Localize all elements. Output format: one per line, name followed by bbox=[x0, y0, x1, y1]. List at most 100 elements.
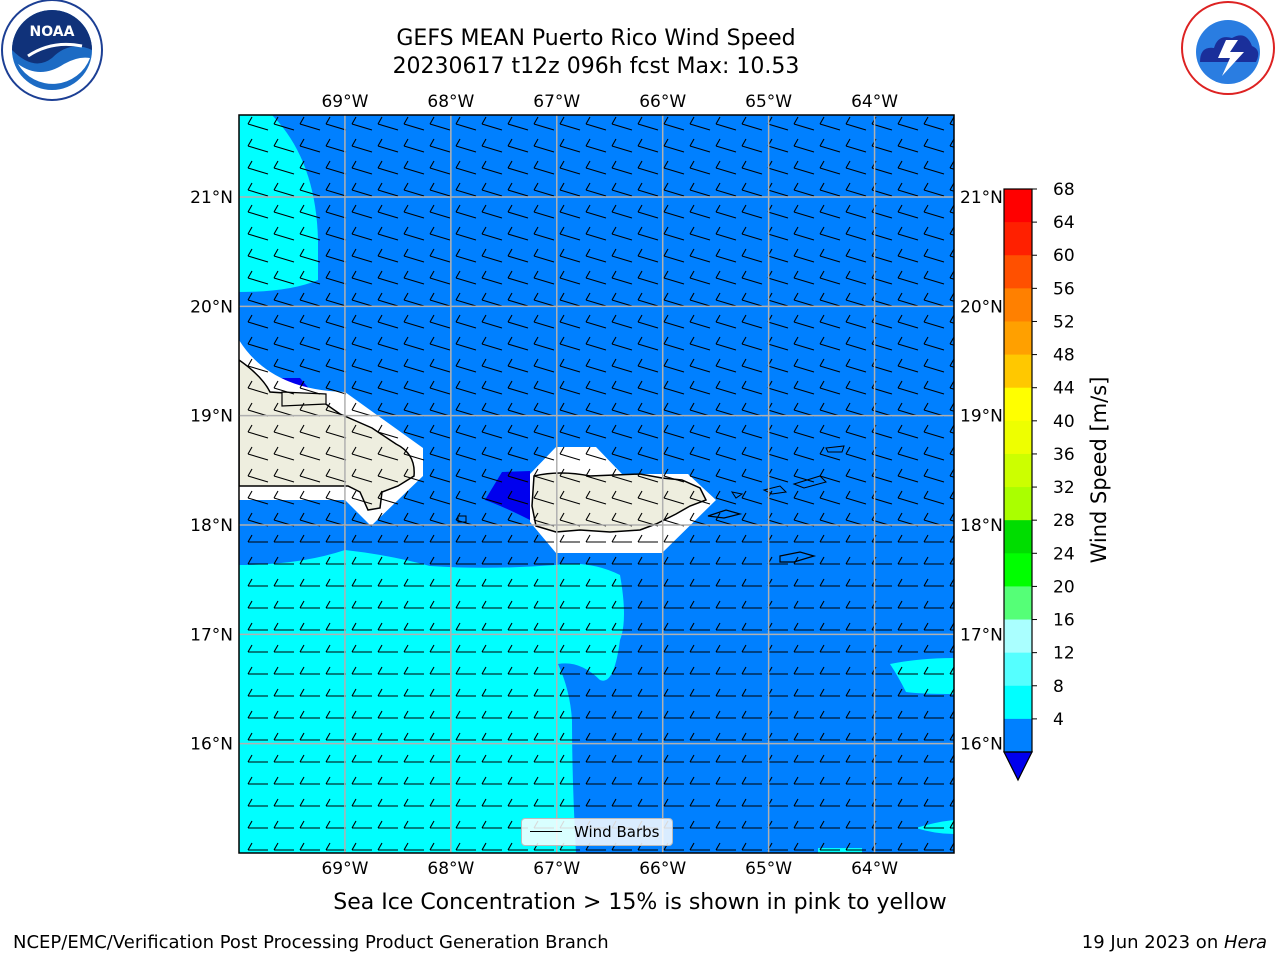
wind-barb bbox=[455, 732, 476, 741]
lat-label-right: 17°N bbox=[960, 625, 1003, 645]
wind-barb bbox=[351, 116, 373, 131]
wind-barb bbox=[247, 292, 269, 307]
wind-barb bbox=[455, 446, 477, 461]
colorbar-tick-label: 56 bbox=[1053, 279, 1075, 299]
wind-barb bbox=[507, 468, 529, 483]
wind-barb bbox=[585, 534, 606, 543]
wind-barb bbox=[897, 226, 919, 241]
wind-barb bbox=[403, 336, 425, 351]
wind-barb bbox=[455, 314, 477, 329]
wind-barb bbox=[585, 226, 607, 241]
lon-label-bottom: 66°W bbox=[639, 859, 686, 879]
wind-barb bbox=[637, 666, 658, 675]
wind-barb bbox=[923, 248, 945, 263]
wind-barb bbox=[559, 116, 581, 131]
wind-barb bbox=[637, 292, 659, 307]
wind-barb bbox=[325, 644, 346, 653]
wind-barb bbox=[611, 534, 632, 543]
wind-barb bbox=[481, 182, 503, 197]
wind-barb bbox=[533, 358, 555, 373]
wind-barb bbox=[689, 468, 711, 483]
wind-barb bbox=[481, 534, 502, 543]
wind-barb bbox=[689, 600, 710, 609]
wind-barb bbox=[559, 644, 580, 653]
wind-barb bbox=[793, 380, 815, 395]
wind-barb bbox=[923, 292, 945, 307]
wind-barb bbox=[559, 160, 581, 175]
wind-barb bbox=[481, 820, 502, 829]
wind-barb bbox=[689, 732, 710, 741]
colorbar-segment bbox=[1004, 586, 1032, 621]
wind-barb bbox=[455, 138, 477, 153]
wind-barb bbox=[247, 116, 269, 131]
wind-barb bbox=[897, 644, 918, 653]
wind-barb bbox=[429, 732, 450, 741]
wind-barb bbox=[793, 622, 814, 631]
wind-barb bbox=[819, 204, 841, 219]
wind-barb bbox=[273, 556, 294, 565]
wind-barb bbox=[325, 710, 346, 719]
wind-barb bbox=[689, 336, 711, 351]
wind-barb bbox=[637, 600, 658, 609]
wind-barb bbox=[273, 204, 295, 219]
wind-barb bbox=[897, 666, 918, 675]
wind-barb bbox=[455, 578, 476, 587]
wind-barb bbox=[325, 798, 346, 807]
wind-barb bbox=[637, 622, 658, 631]
wind-barb bbox=[533, 116, 555, 131]
wind-barb bbox=[455, 160, 477, 175]
wind-barb bbox=[845, 820, 866, 829]
wind-barb bbox=[819, 446, 841, 461]
wind-barb bbox=[741, 336, 763, 351]
wind-barb bbox=[689, 798, 710, 807]
wind-barb bbox=[273, 468, 295, 483]
wind-barb bbox=[325, 336, 347, 351]
wind-barb bbox=[611, 688, 632, 697]
wind-barb bbox=[845, 336, 867, 351]
wind-barb bbox=[273, 270, 295, 285]
wind-barb bbox=[559, 578, 580, 587]
wind-barb bbox=[429, 710, 450, 719]
wind-barb bbox=[351, 424, 373, 439]
wind-barb bbox=[741, 490, 763, 505]
wind-barb bbox=[455, 710, 476, 719]
wind-barb bbox=[325, 468, 347, 483]
wind-barb bbox=[299, 820, 320, 829]
wind-barb bbox=[663, 336, 685, 351]
wind-barb bbox=[793, 446, 815, 461]
wind-barb bbox=[559, 600, 580, 609]
footer-machine: Hera bbox=[1223, 932, 1267, 953]
colorbar-segment bbox=[1004, 222, 1032, 256]
wind-barb bbox=[585, 138, 607, 153]
wind-barb bbox=[351, 600, 372, 609]
wind-barb bbox=[403, 160, 425, 175]
wind-barb bbox=[559, 776, 580, 785]
wind-barb bbox=[845, 710, 866, 719]
wind-barb bbox=[377, 600, 398, 609]
wind-barb bbox=[715, 688, 736, 697]
wind-barb bbox=[429, 578, 450, 587]
land-tortuga bbox=[281, 391, 327, 407]
wind-barb bbox=[429, 226, 451, 241]
wind-barb bbox=[611, 732, 632, 741]
wind-barb bbox=[923, 116, 945, 131]
wind-barb bbox=[689, 556, 710, 565]
wind-barb bbox=[793, 842, 814, 851]
wind-barb bbox=[377, 160, 399, 175]
wind-barb bbox=[299, 556, 320, 565]
wind-barb bbox=[923, 424, 945, 439]
wind-barb bbox=[741, 688, 762, 697]
wind-barb bbox=[377, 248, 399, 263]
map-fields bbox=[239, 115, 954, 853]
wind-barb bbox=[559, 798, 580, 807]
wind-barb bbox=[923, 556, 944, 565]
colorbar-tick-label: 8 bbox=[1053, 677, 1064, 697]
wind-barb bbox=[429, 798, 450, 807]
wind-barb bbox=[559, 622, 580, 631]
wind-barb bbox=[715, 820, 736, 829]
wind-barb bbox=[273, 248, 295, 263]
lon-label-top: 66°W bbox=[639, 92, 686, 112]
wind-barb bbox=[299, 490, 321, 505]
wind-barb bbox=[273, 798, 294, 807]
wind-barb bbox=[819, 380, 841, 395]
